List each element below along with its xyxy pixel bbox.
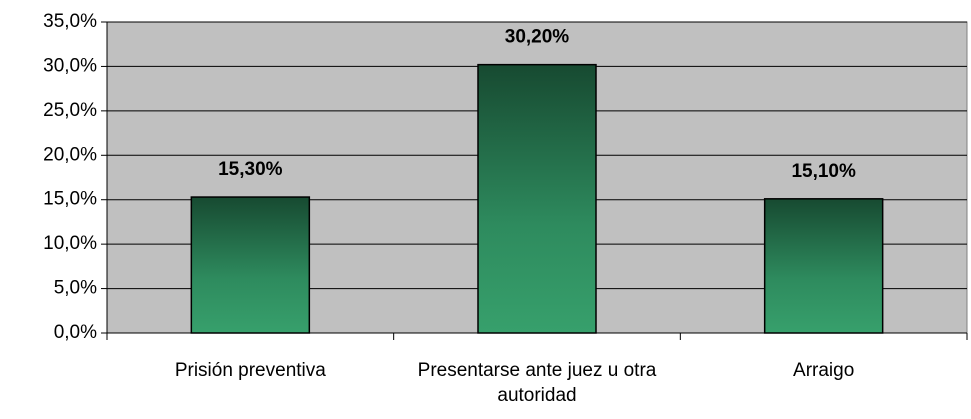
y-tick-label: 15,0% xyxy=(43,189,97,210)
value-label: 15,30% xyxy=(218,159,283,180)
value-label: 15,10% xyxy=(791,161,856,182)
y-tick-label: 5,0% xyxy=(54,278,97,299)
bar xyxy=(477,63,597,334)
y-tick-label: 30,0% xyxy=(43,55,97,76)
x-tick-label: Presentarse ante juez u otra autoridad xyxy=(417,360,657,406)
value-label: 30,20% xyxy=(505,27,570,48)
y-tick-label: 35,0% xyxy=(43,11,97,32)
y-tick-label: 20,0% xyxy=(43,144,97,165)
x-tick-label: Prisión preventiva xyxy=(174,360,326,381)
bar xyxy=(763,198,884,334)
y-tick-label: 25,0% xyxy=(43,100,97,121)
bar xyxy=(190,196,311,334)
x-tick-label: Arraigo xyxy=(793,360,855,381)
y-tick-label: 0,0% xyxy=(54,322,97,343)
y-tick-label: 10,0% xyxy=(43,233,97,254)
